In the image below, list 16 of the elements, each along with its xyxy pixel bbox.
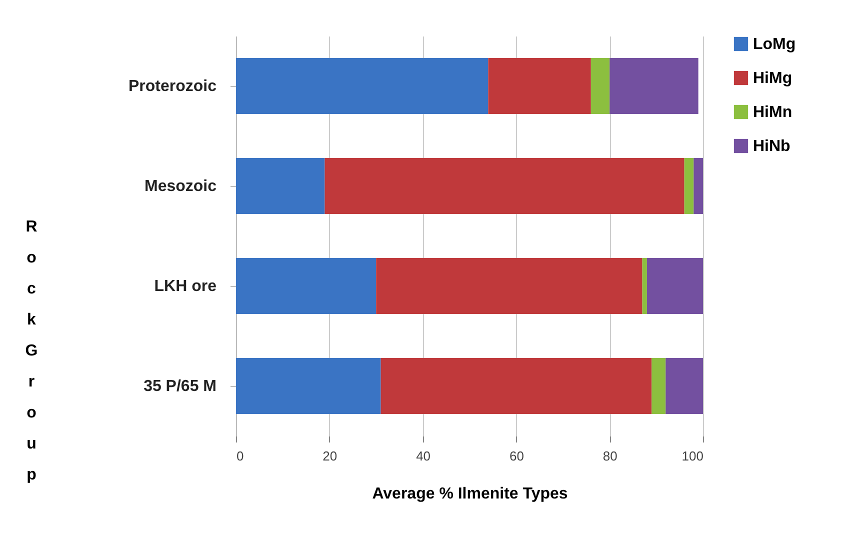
x-axis-title: Average % Ilmenite Types — [372, 486, 568, 502]
x-tick-label: 60 — [509, 448, 524, 464]
x-tick-label: 40 — [416, 448, 431, 464]
legend-label: HiNb — [753, 138, 791, 155]
x-tick-label: 0 — [236, 448, 244, 464]
legend-label: HiMg — [753, 70, 792, 87]
y-tick-label: Proterozoic — [128, 78, 217, 95]
y-tick-label: 35 P/65 M — [144, 378, 216, 395]
y-tick-label: LKH ore — [154, 278, 217, 295]
legend-label: LoMg — [753, 36, 796, 53]
y-tick-label: Mesozoic — [144, 178, 217, 195]
x-tick-label: 100 — [682, 448, 704, 464]
legend-label: HiMn — [753, 104, 792, 121]
text: Rock Group — [25, 218, 38, 484]
x-tick-label: 20 — [322, 448, 338, 464]
x-tick-label: 80 — [602, 448, 618, 464]
